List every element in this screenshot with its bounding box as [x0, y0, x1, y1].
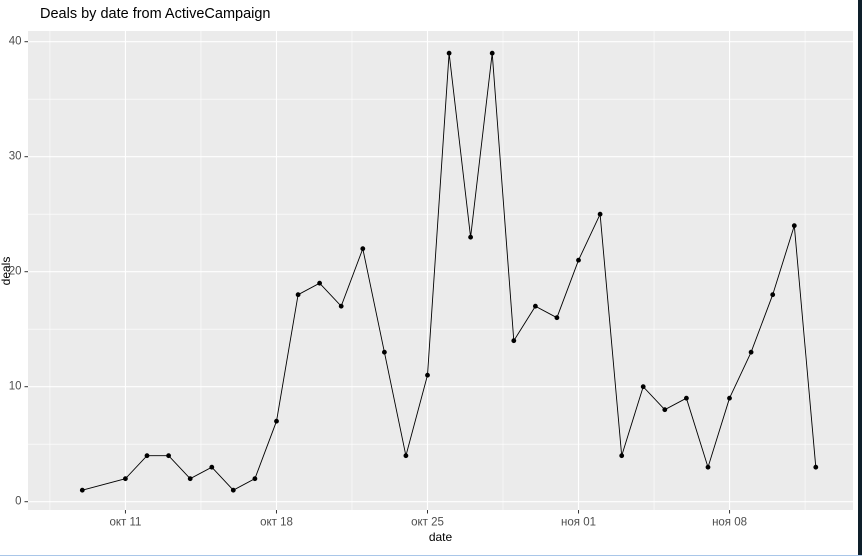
panel-background: [28, 31, 853, 510]
y-tick-label: 40: [9, 36, 22, 48]
data-point: [403, 453, 409, 459]
data-point: [705, 464, 711, 470]
data-point: [662, 407, 668, 413]
data-point: [274, 418, 279, 424]
x-tick-label: окт 18: [260, 517, 293, 529]
y-tick-label: 10: [9, 381, 22, 393]
series-line: [82, 53, 817, 491]
data-point: [166, 453, 172, 459]
data-point: [640, 384, 646, 390]
data-point: [382, 349, 387, 355]
data-point: [511, 338, 517, 344]
data-point: [533, 303, 538, 309]
data-point: [684, 395, 689, 401]
data-point: [576, 257, 581, 263]
x-axis-title: date: [428, 530, 453, 544]
data-point: [791, 223, 797, 229]
data-point: [79, 487, 85, 493]
data-point: [187, 476, 193, 482]
data-point: [338, 303, 344, 309]
y-axis-title: deals: [0, 256, 13, 286]
data-point: [597, 211, 603, 217]
y-tick-label: 0: [15, 496, 21, 508]
data-point: [123, 476, 128, 482]
data-point: [252, 476, 258, 482]
y-tick-label: 30: [9, 151, 22, 163]
data-point: [619, 453, 625, 459]
data-point: [748, 349, 754, 355]
data-point: [489, 50, 495, 56]
data-point: [554, 315, 560, 321]
data-point: [446, 50, 452, 56]
y-tick-label: 20: [9, 266, 22, 278]
data-point: [209, 464, 215, 470]
data-point: [144, 453, 150, 459]
data-point: [468, 234, 473, 240]
data-point: [770, 292, 776, 298]
window-right-border: [858, 0, 862, 556]
data-point: [230, 487, 236, 493]
x-tick-label: ноя 08: [712, 517, 747, 529]
data-point: [295, 292, 301, 298]
data-point: [425, 372, 430, 378]
x-tick-label: окт 25: [411, 517, 444, 529]
x-tick-label: ноя 01: [561, 517, 596, 529]
x-tick-label: окт 11: [109, 517, 141, 529]
data-point: [317, 280, 322, 286]
data-point: [360, 246, 366, 252]
chart-title: Deals by date from ActiveCampaign: [40, 6, 271, 22]
data-point: [727, 395, 732, 401]
data-point: [813, 464, 819, 470]
